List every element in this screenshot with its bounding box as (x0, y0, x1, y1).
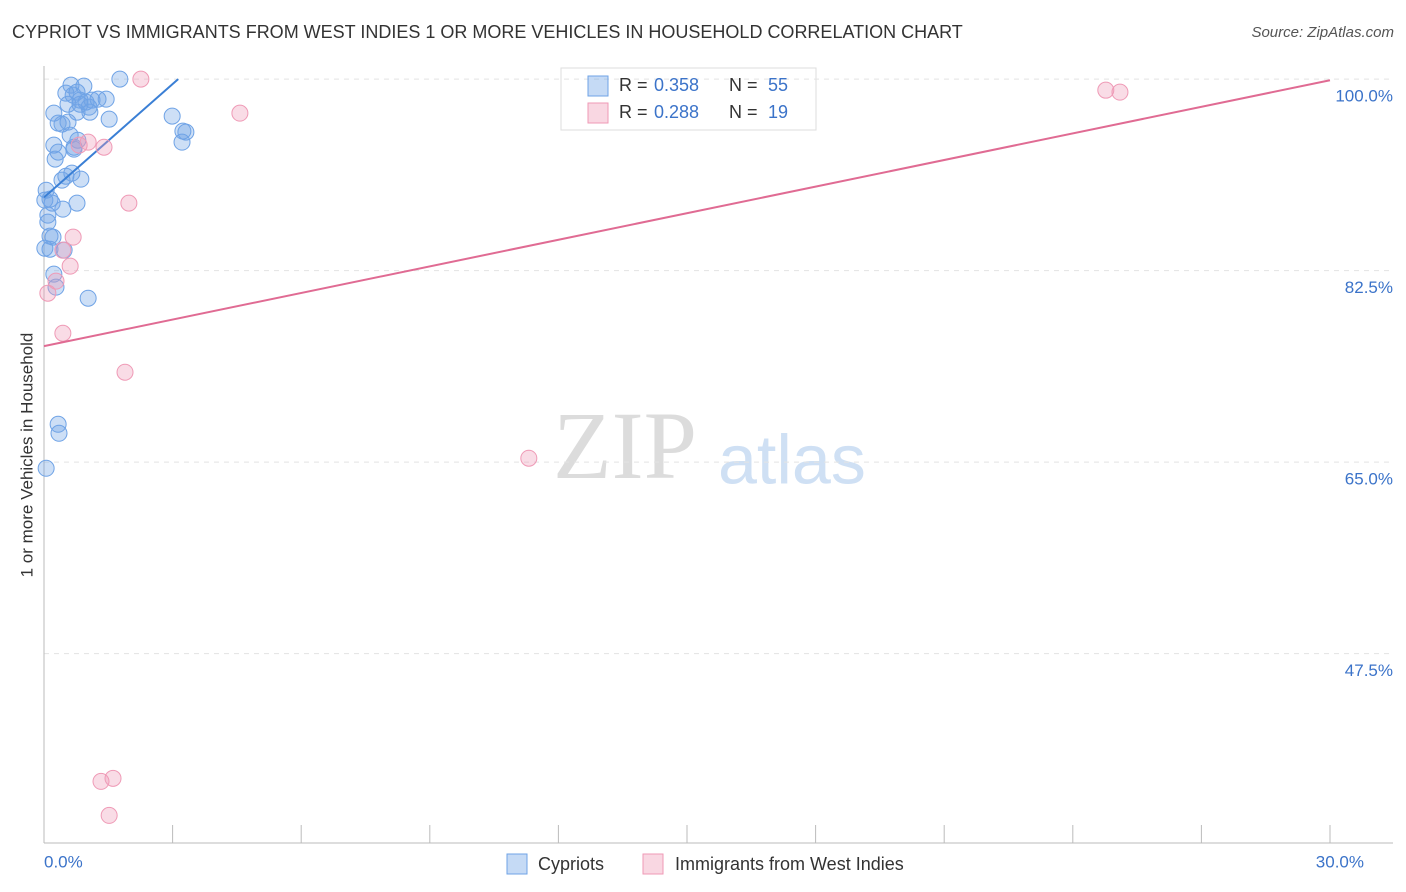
point (132, 70, 150, 88)
point (1111, 83, 1129, 101)
legend-r-value: 0.288 (654, 102, 699, 122)
point (54, 200, 72, 218)
y-tick-label: 47.5% (1345, 661, 1393, 680)
point (92, 772, 110, 790)
point (111, 70, 129, 88)
y-tick-label: 65.0% (1345, 470, 1393, 489)
point (64, 86, 82, 104)
legend-swatch (506, 853, 528, 875)
point (61, 257, 79, 275)
point (45, 265, 63, 283)
point (39, 213, 57, 231)
legend-swatch (642, 853, 664, 875)
point (100, 806, 118, 824)
point (116, 363, 134, 381)
legend-n-value: 55 (768, 75, 788, 95)
legend-label: Cypriots (538, 854, 604, 874)
point (520, 449, 538, 467)
point (97, 90, 115, 108)
y-tick-label: 100.0% (1335, 87, 1393, 106)
point (72, 170, 90, 188)
point (177, 123, 195, 141)
x-tick-label: 30.0% (1316, 852, 1364, 871)
point (46, 150, 64, 168)
x-tick-label: 0.0% (44, 852, 83, 871)
point (100, 110, 118, 128)
point (59, 113, 77, 131)
legend-swatch (587, 75, 609, 97)
point (1097, 81, 1115, 99)
point (163, 107, 181, 125)
point (95, 138, 113, 156)
point (57, 167, 75, 185)
point (79, 133, 97, 151)
point (173, 133, 191, 151)
point (37, 459, 55, 477)
trend-line (43, 78, 179, 199)
legend-r-value: 0.358 (654, 75, 699, 95)
point (47, 272, 65, 290)
legend-box (560, 67, 817, 131)
legend-n-label: N = (729, 75, 758, 95)
legend-n-label: N = (729, 102, 758, 122)
trend-line (43, 79, 1331, 348)
point (64, 228, 82, 246)
point (83, 91, 101, 109)
source: Source: ZipAtlas.com (1251, 24, 1394, 41)
legend-r-label: R = (619, 102, 648, 122)
point (36, 191, 54, 209)
point (39, 284, 57, 302)
point (54, 324, 72, 342)
y-axis-label: 1 or more Vehicles in Household (17, 333, 36, 578)
point (79, 289, 97, 307)
point (41, 240, 59, 258)
point (49, 415, 67, 433)
point (36, 239, 54, 257)
legend-label: Immigrants from West Indies (675, 854, 904, 874)
point (120, 194, 138, 212)
watermark: atlas (718, 420, 866, 498)
point (70, 136, 88, 154)
legend-swatch (587, 102, 609, 124)
point (71, 91, 89, 109)
watermark: ZIP (553, 392, 697, 499)
legend-n-value: 19 (768, 102, 788, 122)
point (54, 241, 72, 259)
y-tick-label: 82.5% (1345, 278, 1393, 297)
point (50, 424, 68, 442)
point (231, 104, 249, 122)
point (68, 194, 86, 212)
legend-r-label: R = (619, 75, 648, 95)
chart-title: CYPRIOT VS IMMIGRANTS FROM WEST INDIES 1… (12, 22, 963, 42)
